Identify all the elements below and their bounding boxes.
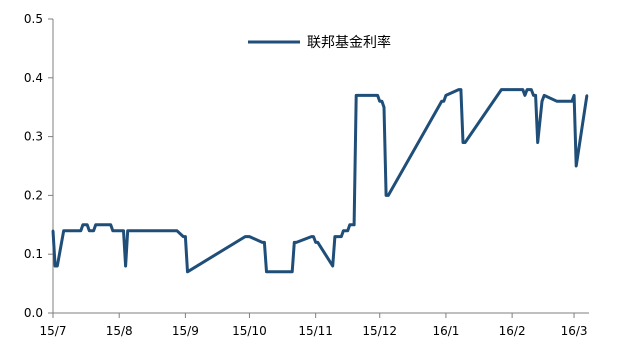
data-point	[94, 223, 97, 226]
data-point	[316, 241, 319, 244]
data-point	[384, 194, 388, 197]
data-point	[442, 100, 445, 103]
x-axis: 15/7 15/8 15/9 15/10 15/11 15/12 16/1 16/2 16/3	[40, 312, 589, 338]
x-tick-label: 16/1	[432, 324, 459, 338]
x-tick-label: 15/7	[40, 324, 67, 338]
series-layer	[51, 88, 589, 274]
data-point	[295, 241, 298, 244]
series-line-0	[51, 88, 589, 274]
data-point	[500, 88, 503, 91]
data-point	[291, 270, 294, 273]
data-point	[376, 94, 379, 97]
data-point	[502, 88, 505, 91]
data-point	[387, 194, 390, 197]
data-point	[444, 94, 448, 97]
data-point	[261, 241, 264, 244]
data-point	[521, 88, 524, 91]
legend-label: 联邦基金利率	[307, 34, 391, 51]
data-point	[382, 106, 386, 109]
data-point	[530, 88, 533, 91]
data-point	[314, 241, 317, 244]
data-point	[523, 94, 527, 97]
x-tick-label: 15/12	[362, 324, 397, 338]
data-point	[109, 223, 112, 226]
data-point	[92, 229, 95, 232]
x-tick-label: 15/10	[232, 324, 267, 338]
data-point	[184, 235, 187, 238]
data-point	[525, 88, 529, 91]
data-point	[51, 229, 55, 232]
data-point	[463, 141, 467, 144]
data-point	[536, 141, 539, 144]
data-point	[346, 229, 349, 232]
y-tick-label: 0.3	[24, 130, 43, 144]
data-point	[540, 100, 544, 103]
data-point	[293, 241, 296, 244]
y-tick-label: 0.4	[24, 71, 43, 85]
legend: 联邦基金利率	[248, 34, 391, 51]
data-point	[248, 235, 251, 238]
data-point	[265, 270, 268, 273]
data-point	[459, 88, 463, 91]
data-point	[124, 264, 127, 268]
data-point	[543, 94, 546, 97]
data-point	[355, 94, 358, 97]
data-point	[62, 229, 65, 232]
x-tick-label: 15/8	[106, 324, 133, 338]
x-tick-label: 16/3	[561, 324, 588, 338]
data-point	[81, 223, 85, 226]
data-point	[175, 229, 179, 232]
data-point	[348, 223, 351, 226]
data-point	[352, 223, 356, 226]
data-point	[111, 229, 115, 232]
data-point	[246, 235, 249, 238]
data-point	[126, 229, 129, 232]
data-point	[532, 94, 535, 97]
data-point	[79, 229, 83, 232]
data-point	[263, 241, 266, 244]
data-point	[570, 100, 574, 103]
data-point	[122, 229, 125, 232]
data-point	[585, 94, 589, 97]
data-point	[380, 100, 384, 103]
data-point	[115, 229, 119, 232]
y-tick-label: 0.0	[24, 306, 43, 320]
data-point	[333, 235, 337, 238]
x-tick-label: 16/2	[499, 324, 526, 338]
data-point	[461, 141, 465, 144]
data-point	[528, 88, 531, 91]
data-point	[534, 94, 537, 97]
data-point	[331, 264, 334, 268]
y-tick-label: 0.1	[24, 247, 43, 261]
data-point	[244, 235, 247, 238]
data-point	[86, 223, 89, 226]
data-point	[457, 88, 460, 91]
data-point	[557, 100, 561, 103]
data-point	[310, 235, 313, 238]
y-tick-label: 0.5	[24, 12, 43, 26]
data-point	[64, 229, 68, 232]
data-point	[88, 229, 91, 232]
data-point	[440, 100, 443, 103]
data-point	[53, 264, 57, 268]
data-point	[575, 164, 578, 168]
data-point	[572, 94, 576, 97]
data-point	[378, 100, 381, 103]
data-point	[340, 235, 343, 238]
data-point	[504, 88, 507, 91]
data-point	[555, 100, 559, 103]
x-tick-label: 15/11	[298, 324, 333, 338]
y-axis: 0.0 0.1 0.2 0.3 0.4 0.5	[24, 12, 54, 320]
data-point	[312, 235, 315, 238]
data-point	[56, 264, 59, 268]
data-point	[186, 270, 189, 273]
data-point	[342, 229, 345, 232]
y-tick-label: 0.2	[24, 188, 43, 202]
data-point	[182, 235, 185, 238]
x-tick-label: 15/9	[172, 324, 199, 338]
